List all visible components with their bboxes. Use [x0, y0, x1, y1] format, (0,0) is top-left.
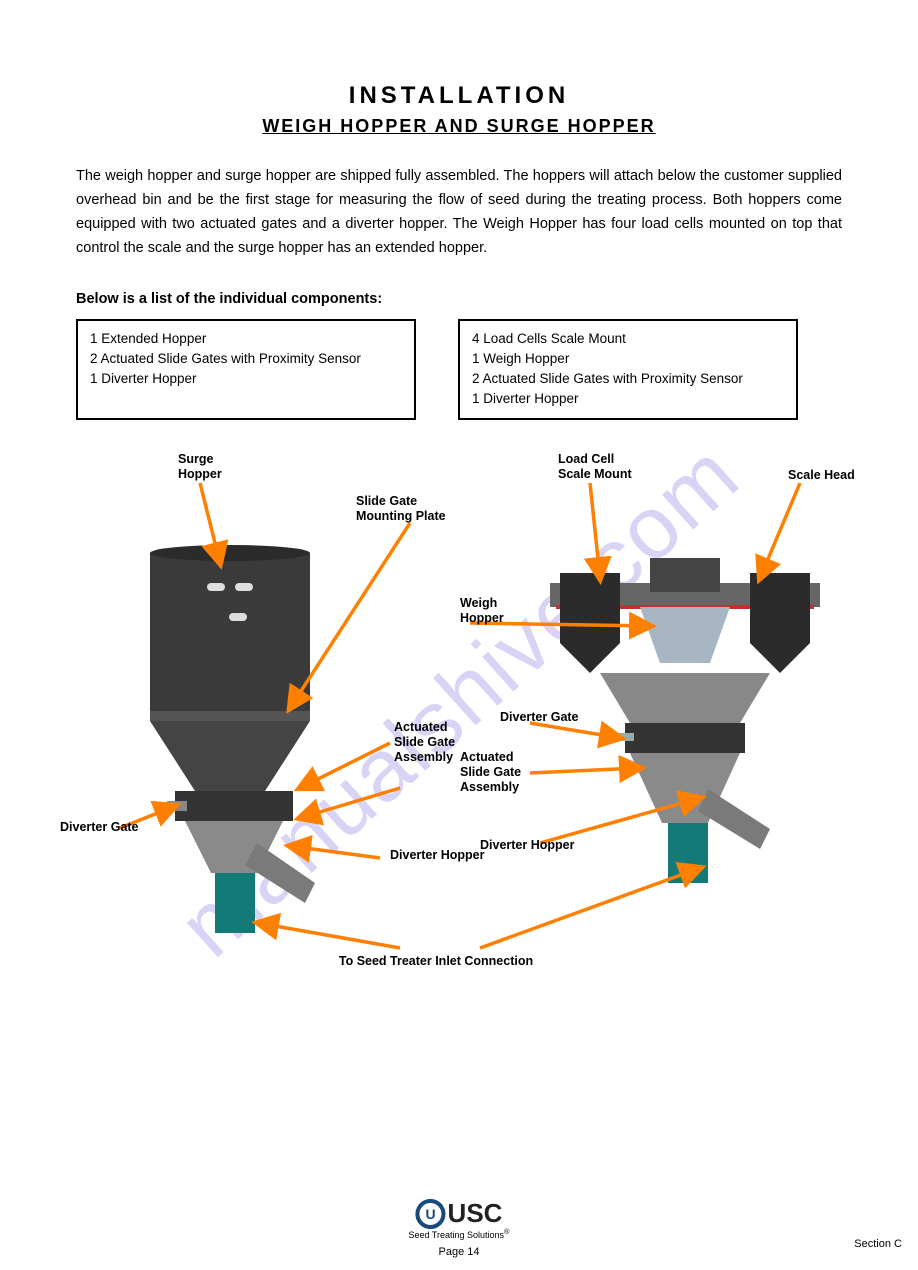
logo-text: USC [448, 1198, 503, 1228]
diagram-area: SurgeHopper Slide GateMounting Plate Act… [0, 448, 918, 1008]
box1-line2: 2 Actuated Slide Gates with Proximity Se… [90, 349, 402, 369]
box2-line4: 1 Diverter Hopper [472, 389, 784, 409]
label-diverter-gate-right: Diverter Gate [500, 710, 579, 725]
label-scale-head: Scale Head [788, 468, 855, 483]
callout-arrows [0, 448, 918, 1008]
surge-hopper-component-box: 1 Extended Hopper 2 Actuated Slide Gates… [76, 319, 416, 420]
page-title: INSTALLATION [0, 82, 918, 110]
logo-ring-icon: U [416, 1199, 446, 1229]
component-list-label: Below is a list of the individual compon… [76, 291, 918, 307]
section-tab: Section C [854, 1238, 902, 1250]
box2-line2: 1 Weigh Hopper [472, 349, 784, 369]
page-number: Page 14 [439, 1246, 480, 1258]
label-load-cell: Load CellScale Mount [558, 452, 632, 482]
intro-paragraph: The weigh hopper and surge hopper are sh… [76, 165, 842, 261]
label-treater-connection: To Seed Treater Inlet Connection [286, 954, 586, 969]
label-gate-plate: Slide GateMounting Plate [356, 494, 446, 524]
label-slide-gate-right: ActuatedSlide GateAssembly [460, 750, 521, 795]
box1-line1: 1 Extended Hopper [90, 329, 402, 349]
footer-logo: UUSC Seed Treating Solutions® [408, 1198, 509, 1240]
label-slide-gate-left: ActuatedSlide GateAssembly [394, 720, 455, 765]
label-diverter-gate-left: Diverter Gate [60, 820, 139, 835]
weigh-hopper-component-box: 4 Load Cells Scale Mount 1 Weigh Hopper … [458, 319, 798, 420]
box2-line1: 4 Load Cells Scale Mount [472, 329, 784, 349]
page-subtitle: WEIGH HOPPER AND SURGE HOPPER [0, 116, 918, 137]
box1-line3: 1 Diverter Hopper [90, 369, 402, 389]
box2-line3: 2 Actuated Slide Gates with Proximity Se… [472, 369, 784, 389]
logo-tagline: Seed Treating Solutions® [408, 1227, 509, 1240]
label-weigh-hopper: WeighHopper [460, 596, 504, 626]
label-diverter-hopper-right: Diverter Hopper [480, 838, 574, 853]
label-surge-hopper: SurgeHopper [178, 452, 222, 482]
label-diverter-hopper-left: Diverter Hopper [390, 848, 484, 863]
